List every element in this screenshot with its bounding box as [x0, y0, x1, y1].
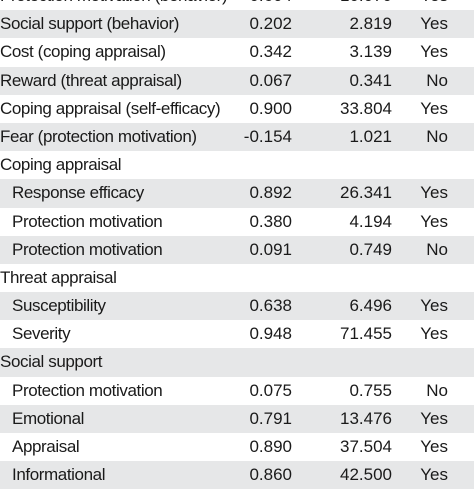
significance-cell: Yes [420, 408, 448, 428]
table-row: Response efficacy 0.892 26.341 Yes [0, 179, 474, 208]
table-row: Social support (behavior) 0.202 2.819 Yes [0, 10, 474, 39]
coefficient-cell: 0.604 [249, 0, 292, 10]
t-value-cell: 33.804 [340, 98, 392, 118]
table-row: Protection motivation 0.380 4.194 Yes [0, 208, 474, 236]
row-label: Protection motivation [12, 380, 163, 400]
row-label: Response efficacy [12, 183, 144, 203]
table-row: Protection motivation 0.091 0.749 No [0, 235, 474, 264]
coefficient-cell: 0.900 [249, 98, 292, 118]
table-row: Protection motivation 0.075 0.755 No [0, 377, 474, 405]
t-value-cell: 0.749 [349, 239, 392, 259]
table-row: Emotional 0.791 13.476 Yes [0, 404, 474, 433]
row-label: Reward (threat appraisal) [0, 70, 182, 90]
table-row: Coping appraisal (self-efficacy) 0.900 33.… [0, 95, 474, 123]
t-value-cell: 37.504 [340, 437, 392, 456]
coefficient-cell: 0.948 [249, 324, 292, 344]
t-value-cell: 42.500 [340, 465, 392, 485]
row-label: Social support (behavior) [0, 14, 179, 34]
table-row: Reward (threat appraisal) 0.067 0.341 No [0, 66, 474, 95]
significance-cell: Yes [420, 465, 448, 485]
table-row: Fear (protection motivation) -0.154 1.021 N… [0, 122, 474, 152]
coefficient-cell: 0.890 [249, 437, 292, 456]
t-value-cell: 10.070 [340, 0, 392, 10]
significance-cell: Yes [420, 42, 448, 62]
table-row: Informational 0.860 42.500 Yes [0, 461, 474, 489]
coefficient-cell: 0.892 [249, 183, 292, 203]
significance-cell: No [426, 380, 448, 400]
table-row: Susceptibility 0.638 6.496 Yes [0, 292, 474, 321]
row-label: Susceptibility [12, 296, 106, 316]
t-value-cell: 0.755 [349, 380, 392, 400]
t-value-cell: 3.139 [349, 42, 392, 62]
significance-cell: No [426, 126, 448, 146]
significance-cell: Yes [420, 211, 448, 231]
t-value-cell: 0.341 [349, 70, 392, 90]
row-label: Protection motivation [12, 211, 163, 231]
coefficient-cell: 0.091 [249, 239, 292, 259]
row-label: Emotional [12, 408, 84, 428]
significance-cell: Yes [420, 183, 448, 203]
coefficient-cell: -0.154 [243, 126, 292, 146]
t-value-cell: 2.819 [349, 14, 392, 34]
row-label: Informational [12, 465, 106, 485]
row-label: Fear (protection motivation) [0, 126, 197, 146]
coefficient-cell: 0.791 [249, 408, 292, 428]
coefficient-cell: 0.067 [249, 70, 292, 90]
section-heading: Social support [0, 352, 103, 372]
t-value-cell: 71.455 [340, 324, 392, 344]
significance-cell: No [426, 70, 448, 90]
t-value-cell: 1.021 [349, 126, 392, 146]
coefficient-cell: 0.380 [249, 211, 292, 231]
table-row: Cost (coping appraisal) 0.342 3.139 Yes [0, 38, 474, 66]
table-row: Severity 0.948 71.455 Yes [0, 320, 474, 348]
row-label: Protection motivation [12, 239, 163, 259]
t-value-cell: 4.194 [349, 211, 392, 231]
row-label: Protection motivation (behavior) [0, 0, 228, 10]
significance-cell: No [426, 239, 448, 259]
t-value-cell: 6.496 [349, 296, 392, 316]
section-heading: Threat appraisal [0, 267, 117, 287]
significance-cell: Yes [420, 0, 448, 10]
coefficient-cell: 0.075 [249, 380, 292, 400]
section-heading: Coping appraisal [0, 155, 122, 175]
significance-cell: Yes [420, 14, 448, 34]
significance-cell: Yes [420, 296, 448, 316]
table-row: Protection motivation (behavior) 0.604 10.… [0, 0, 474, 10]
significance-cell: Yes [420, 324, 448, 344]
coefficient-cell: 0.860 [249, 465, 292, 485]
t-value-cell: 13.476 [340, 408, 392, 428]
coefficient-cell: 0.202 [249, 14, 292, 34]
row-label: Cost (coping appraisal) [0, 42, 166, 62]
table-row: Appraisal 0.890 37.504 Yes [0, 433, 474, 461]
significance-cell: Yes [420, 98, 448, 118]
significance-cell: Yes [420, 437, 448, 456]
table-row: Coping appraisal [0, 151, 474, 179]
coefficient-cell: 0.638 [249, 296, 292, 316]
row-label: Appraisal [12, 437, 80, 456]
table-row: Threat appraisal [0, 264, 474, 292]
row-label: Coping appraisal (self-efficacy) [0, 98, 221, 118]
row-label: Severity [12, 324, 71, 344]
coefficient-cell: 0.342 [249, 42, 292, 62]
table-row: Social support [0, 348, 474, 377]
t-value-cell: 26.341 [340, 183, 392, 203]
